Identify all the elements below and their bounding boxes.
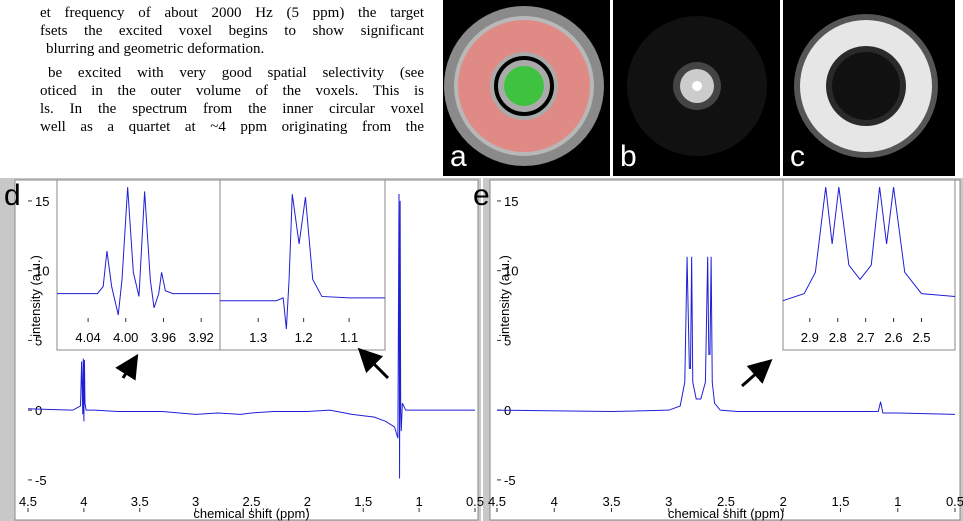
x-tick-label: 0.5 <box>466 494 484 509</box>
inset: 2.9 2.8 2.7 2.6 2.5 <box>783 180 955 350</box>
x-tick-label: 2.9 <box>801 330 819 345</box>
x-tick-label: 0.5 <box>946 494 963 509</box>
inset: 1.3 1.2 1.1 <box>220 180 385 350</box>
image-label: a <box>450 140 467 173</box>
x-tick-label: 4 <box>551 494 558 509</box>
plot-bg <box>220 180 385 350</box>
x-tick-label: 4.00 <box>113 330 138 345</box>
y-tick-label: 0 <box>35 403 42 418</box>
x-tick-label: 1 <box>894 494 901 509</box>
image-label: b <box>620 140 637 173</box>
plot-bg <box>57 180 220 350</box>
panel-label: e <box>473 179 490 212</box>
x-tick-label: 3.5 <box>602 494 620 509</box>
x-tick-label: 1.5 <box>831 494 849 509</box>
image-a: a <box>443 0 610 176</box>
x-tick-label: 3.5 <box>131 494 149 509</box>
y-axis-label: intensity (a.u.) <box>28 255 43 337</box>
image-label: c <box>790 140 805 173</box>
image-c: c <box>783 0 955 176</box>
figure: a b c 4.543.532.521.510.5-5051015chemica… <box>0 0 963 521</box>
panel-label: d <box>4 179 21 212</box>
x-axis-label: chemical shift (ppm) <box>193 506 309 521</box>
x-tick-label: 4 <box>80 494 87 509</box>
y-axis-label: intensity (a.u.) <box>497 255 512 337</box>
x-tick-label: 2.8 <box>829 330 847 345</box>
image-b: b <box>613 0 780 176</box>
x-tick-label: 4.5 <box>19 494 37 509</box>
plot-bg <box>783 180 955 350</box>
x-tick-label: 4.5 <box>488 494 506 509</box>
y-tick-label: 15 <box>504 194 518 209</box>
y-tick-label: -5 <box>35 473 47 488</box>
x-tick-label: 3.96 <box>151 330 176 345</box>
y-tick-label: 15 <box>35 194 49 209</box>
x-tick-label: 3.92 <box>188 330 213 345</box>
x-tick-label: 1.2 <box>295 330 313 345</box>
x-tick-label: 1.1 <box>340 330 358 345</box>
x-tick-label: 1.3 <box>249 330 267 345</box>
y-tick-label: -5 <box>504 473 516 488</box>
x-tick-label: 1 <box>416 494 423 509</box>
x-tick-label: 2.6 <box>885 330 903 345</box>
inset: 4.04 4.00 3.96 3.92 <box>57 180 220 350</box>
x-axis-label: chemical shift (ppm) <box>668 506 784 521</box>
x-tick-label: 1.5 <box>354 494 372 509</box>
page: et frequency of about 2000 Hz (5 ppm) th… <box>0 0 963 521</box>
x-tick-label: 2.5 <box>912 330 930 345</box>
x-tick-label: 4.04 <box>75 330 100 345</box>
x-tick-label: 2.7 <box>857 330 875 345</box>
